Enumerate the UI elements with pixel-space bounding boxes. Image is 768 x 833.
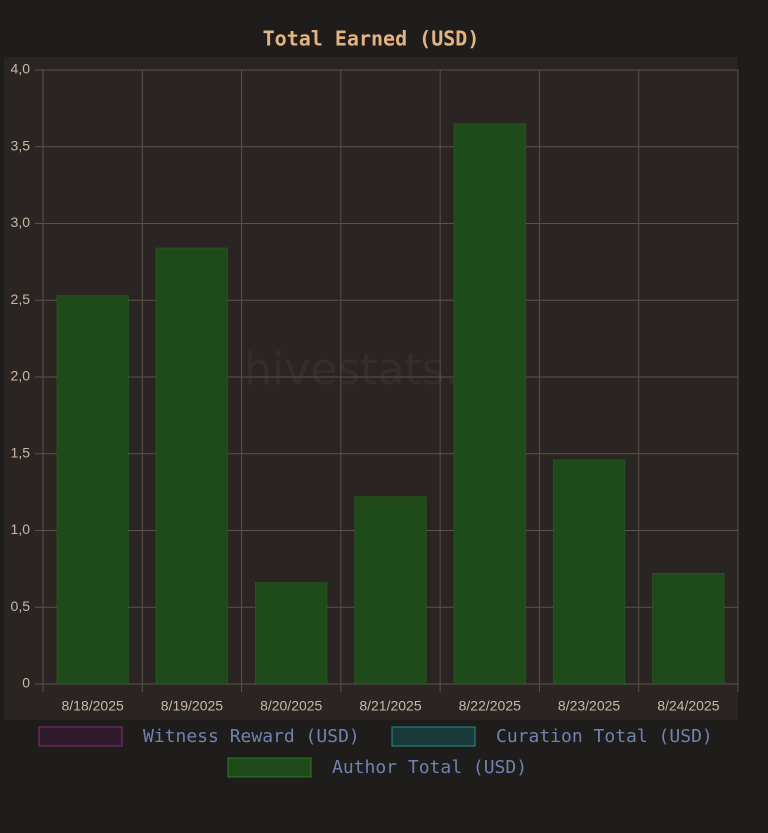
bar xyxy=(254,582,328,685)
chart-title: Total Earned (USD) xyxy=(263,27,480,51)
legend-swatch xyxy=(391,726,476,747)
y-tick-label: 3,5 xyxy=(11,137,31,153)
y-tick-label: 2,0 xyxy=(11,368,31,384)
x-tick-label: 8/23/2025 xyxy=(558,698,620,714)
x-tick-label: 8/24/2025 xyxy=(657,698,719,714)
bar xyxy=(155,247,229,685)
y-tick-label: 1,5 xyxy=(11,444,31,460)
y-tick-label: 0,5 xyxy=(11,598,31,614)
bar xyxy=(652,572,725,685)
legend-swatch xyxy=(38,726,123,747)
x-tick-label: 8/21/2025 xyxy=(359,698,421,714)
legend-label: Witness Reward (USD) xyxy=(143,726,360,747)
bar xyxy=(354,496,427,685)
bar xyxy=(56,295,129,685)
y-tick-label: 3,0 xyxy=(11,214,31,230)
legend-label: Author Total (USD) xyxy=(332,757,527,778)
y-tick-label: 1,0 xyxy=(11,521,31,537)
y-tick-label: 2,5 xyxy=(11,291,31,307)
y-tick-label: 4,0 xyxy=(11,61,31,77)
x-tick-label: 8/22/2025 xyxy=(459,698,521,714)
bar xyxy=(552,459,626,685)
x-tick-label: 8/18/2025 xyxy=(61,698,123,714)
bar xyxy=(453,123,527,685)
y-tick-label: 0 xyxy=(22,675,30,691)
x-tick-label: 8/19/2025 xyxy=(161,698,223,714)
x-tick-label: 8/20/2025 xyxy=(260,698,322,714)
legend-label: Curation Total (USD) xyxy=(496,726,713,747)
legend-swatch xyxy=(227,757,312,778)
